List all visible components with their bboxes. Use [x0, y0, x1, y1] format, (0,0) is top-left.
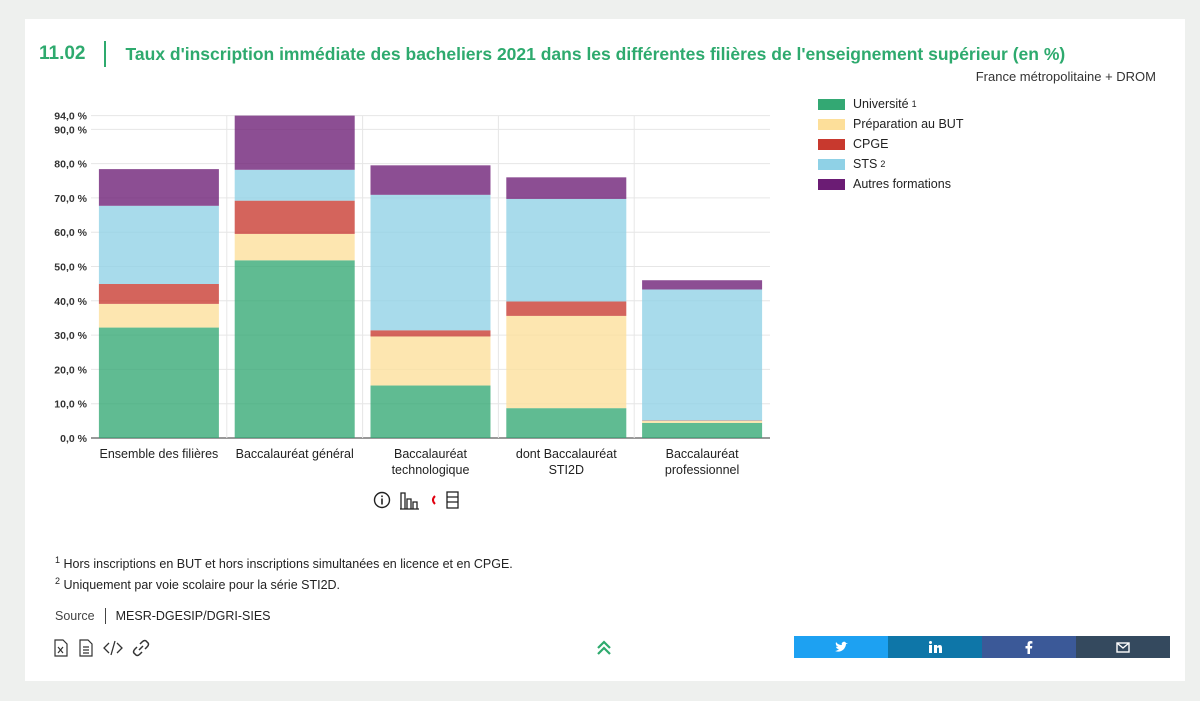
bar-segment	[370, 385, 491, 438]
bar-segment	[642, 420, 763, 423]
facebook-share-button[interactable]	[982, 636, 1076, 658]
link-icon[interactable]	[132, 639, 150, 657]
bar-segment	[642, 422, 763, 438]
bar-segment	[642, 280, 763, 290]
stacked-bar-chart: 0,0 % 10,0 % 20,0 % 30,0 % 40,0 % 50,0 % 60,0 …	[54, 111, 770, 477]
x-tick-label: Ensemble des filières	[99, 447, 218, 461]
footnote-2: 2 Uniquement par voie scolaire pour la s…	[55, 576, 341, 593]
y-tick-label: 70,0 %	[54, 193, 87, 205]
bar-segment	[98, 303, 219, 328]
legend-swatch	[818, 178, 845, 190]
bar-segment	[370, 194, 491, 331]
export-tools	[53, 639, 150, 657]
y-tick-label: 90,0 %	[54, 124, 87, 136]
table-icon[interactable]	[445, 490, 461, 510]
legend-swatch	[818, 158, 845, 170]
y-tick-label: 94,0 %	[54, 111, 87, 123]
source-divider	[104, 608, 106, 624]
legend-footnote-ref: 1	[911, 99, 917, 109]
bar-segment	[506, 408, 627, 438]
bar-segment	[506, 198, 627, 302]
source: Source MESR-DGESIP/DGRI-SIES	[55, 608, 271, 624]
source-value: MESR-DGESIP/DGRI-SIES	[115, 609, 271, 623]
x-tick-label: Baccalauréat	[394, 447, 467, 461]
bar-segment	[234, 233, 355, 261]
bar-segment	[234, 169, 355, 201]
bar-segment	[98, 327, 219, 438]
bar-segment	[98, 169, 219, 206]
document-icon[interactable]	[78, 639, 94, 657]
legend-label: Autres formations	[853, 177, 951, 191]
excel-icon[interactable]	[53, 639, 69, 657]
linkedin-share-button[interactable]	[888, 636, 982, 658]
header: 11.02 Taux d'inscription immédiate des b…	[39, 41, 1065, 67]
source-label: Source	[55, 609, 95, 623]
legend-label: CPGE	[853, 137, 889, 151]
x-tick-label: technologique	[392, 463, 470, 477]
y-tick-label: 20,0 %	[54, 364, 87, 376]
header-separator	[103, 41, 106, 67]
y-tick-label: 0,0 %	[60, 433, 88, 445]
bar-segment	[370, 336, 491, 386]
chart-title: Taux d'inscription immédiate des bacheli…	[125, 43, 1066, 64]
legend-item[interactable]: Préparation au BUT	[818, 114, 963, 134]
y-tick-label: 50,0 %	[54, 262, 87, 274]
y-tick-label: 10,0 %	[54, 399, 87, 411]
twitter-icon	[835, 641, 848, 652]
bar-segment	[98, 205, 219, 285]
mail-icon	[1116, 641, 1130, 653]
bar-segment	[370, 165, 491, 195]
footnotes: 1 Hors inscriptions en BUT et hors inscr…	[55, 552, 513, 594]
legend-swatch	[818, 118, 845, 130]
legend: Université 1 Préparation au BUT CPGE STS 2 Aut…	[818, 94, 963, 194]
mail-share-button[interactable]	[1076, 636, 1170, 658]
chart-number: 11.02	[39, 43, 86, 64]
bar-segment	[370, 330, 491, 337]
bar-segment	[506, 177, 627, 199]
bar-chart-icon[interactable]	[399, 490, 421, 510]
x-tick-label: Baccalauréat général	[236, 447, 354, 461]
legend-item[interactable]: CPGE	[818, 134, 963, 154]
bar-segment	[506, 301, 627, 316]
y-tick-label: 80,0 %	[54, 159, 87, 171]
code-icon[interactable]	[103, 639, 123, 657]
toggle-indicator-icon	[432, 495, 436, 505]
legend-footnote-ref: 2	[880, 159, 886, 169]
info-icon[interactable]	[373, 491, 391, 509]
legend-swatch	[818, 98, 845, 110]
x-tick-label: dont Baccalauréat	[516, 447, 617, 461]
chart-card: 11.02 Taux d'inscription immédiate des b…	[25, 19, 1185, 681]
twitter-share-button[interactable]	[794, 636, 888, 658]
chart-controls	[373, 490, 461, 510]
x-tick-label: Baccalauréat	[666, 447, 739, 461]
legend-swatch	[818, 138, 845, 150]
bar-segment	[642, 289, 763, 421]
legend-label: STS	[853, 157, 878, 171]
linkedin-icon	[928, 641, 942, 653]
bar-segment	[506, 315, 627, 409]
scroll-top-icon[interactable]	[595, 639, 613, 657]
share-bar	[794, 636, 1170, 658]
y-tick-label: 40,0 %	[54, 296, 87, 308]
x-tick-label: professionnel	[665, 463, 739, 477]
bar-segment	[234, 260, 355, 438]
y-tick-label: 60,0 %	[54, 227, 87, 239]
legend-item[interactable]: STS 2	[818, 154, 963, 174]
x-tick-label: STI2D	[549, 463, 584, 477]
scope-label: France métropolitaine + DROM	[975, 69, 1156, 84]
legend-label: Université	[853, 97, 909, 111]
y-tick-label: 30,0 %	[54, 330, 87, 342]
legend-item[interactable]: Autres formations	[818, 174, 963, 194]
bar-segment	[234, 115, 355, 170]
facebook-icon	[1025, 640, 1033, 654]
legend-label: Préparation au BUT	[853, 117, 964, 131]
bar-segment	[234, 200, 355, 234]
legend-item[interactable]: Université 1	[818, 94, 963, 114]
footnote-1: 1 Hors inscriptions en BUT et hors inscr…	[55, 555, 513, 572]
bar-segment	[98, 284, 219, 304]
